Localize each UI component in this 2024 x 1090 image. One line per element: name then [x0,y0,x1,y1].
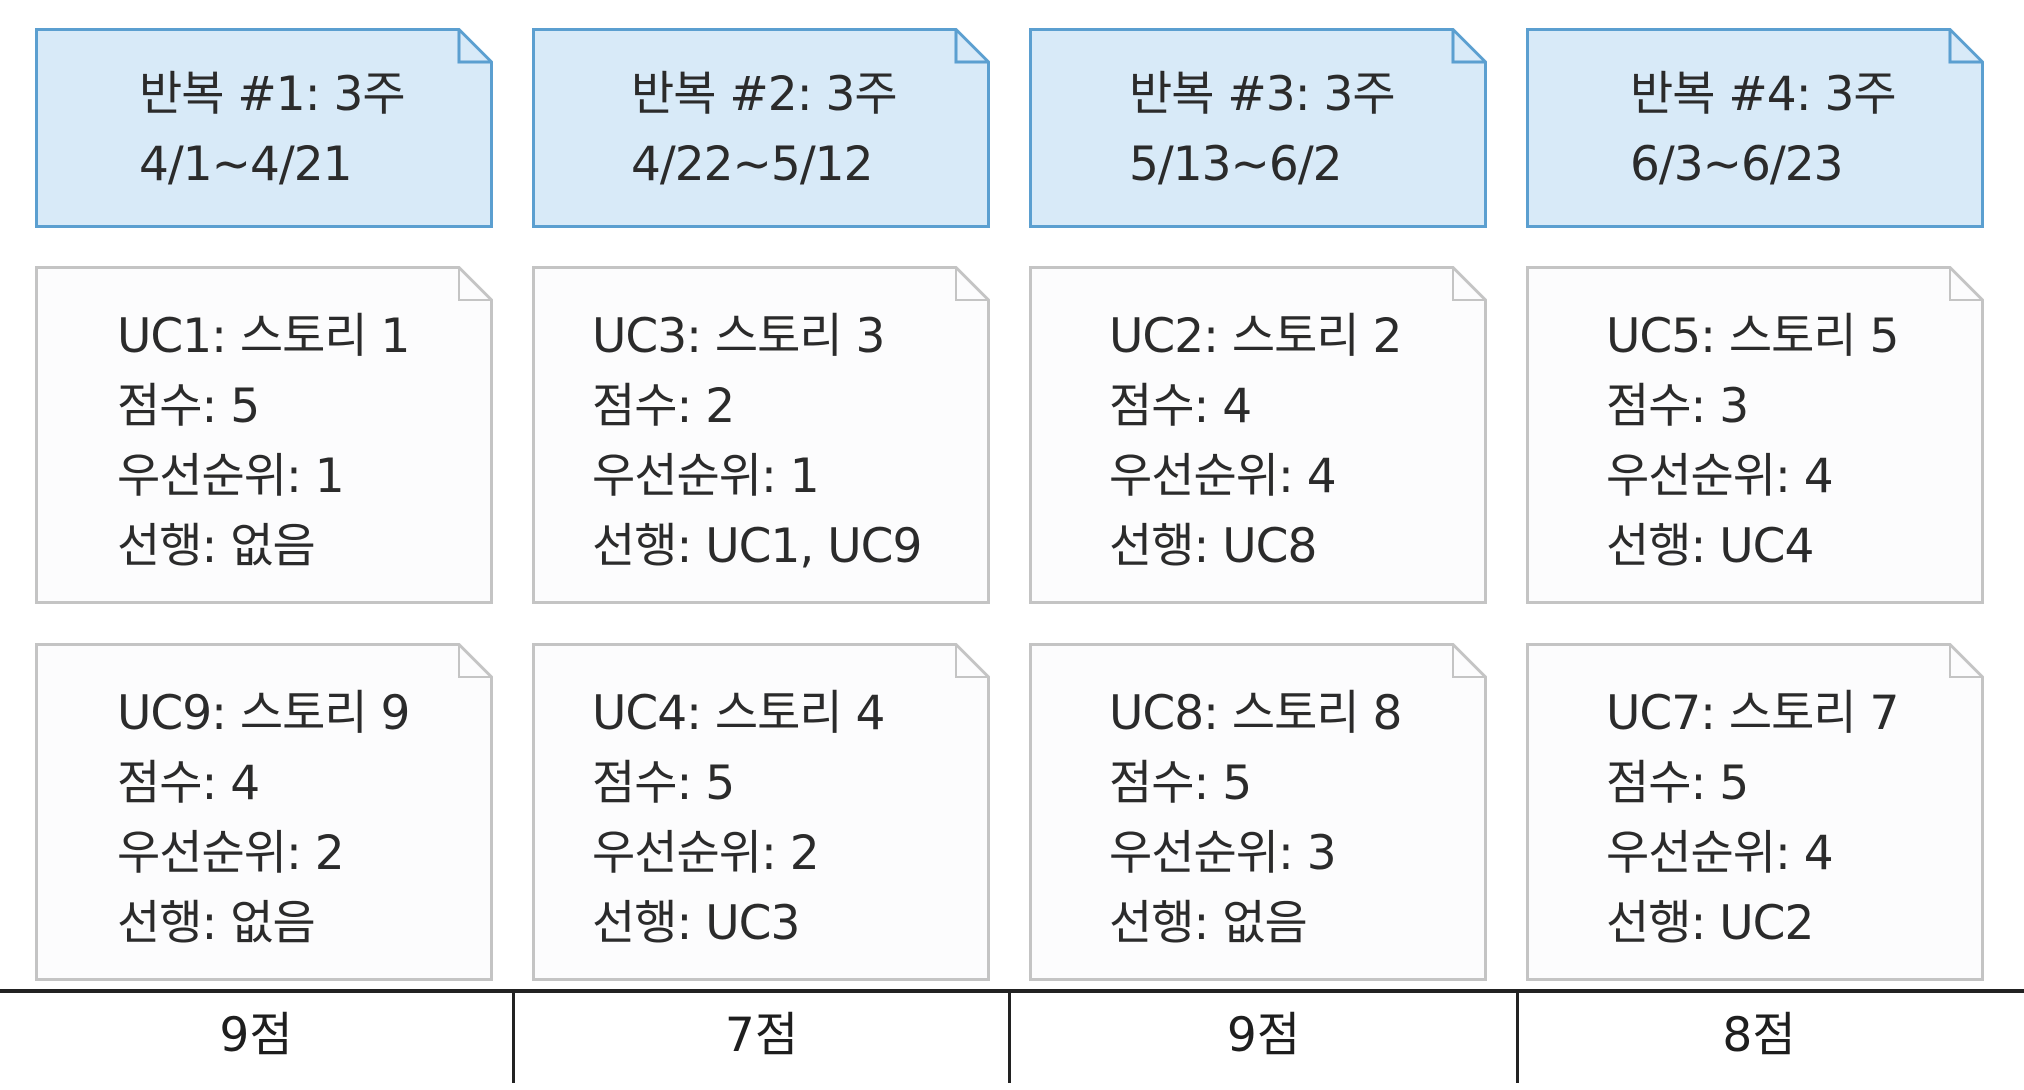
story-title: UC9: 스토리 9 [117,686,410,741]
story-predecessor: 선행: UC1, UC9 [592,519,922,574]
story-points: 점수: 5 [1109,756,1252,811]
iteration-dates: 4/22~5/12 [631,137,873,192]
story-priority: 우선순위: 1 [117,449,345,504]
story-priority: 우선순위: 4 [1606,826,1834,881]
iteration-title: 반복 #2: 3주 [631,67,898,122]
iteration-total-2: 7점 [724,1008,799,1063]
story-card: UC2: 스토리 2 점수: 4 우선순위: 4 선행: UC8 [1029,266,1487,604]
iteration-dates: 5/13~6/2 [1129,137,1343,192]
story-card-shape [1526,643,1984,981]
story-priority: 우선순위: 4 [1109,449,1337,504]
story-priority: 우선순위: 1 [592,449,820,504]
story-card-shape [532,643,990,981]
story-title: UC3: 스토리 3 [592,309,885,364]
iteration-title: 반복 #4: 3주 [1630,67,1897,122]
column-divider [1516,993,1519,1083]
story-title: UC2: 스토리 2 [1109,309,1402,364]
story-priority: 우선순위: 4 [1606,449,1834,504]
iteration-header-card: 반복 #1: 3주 4/1~4/21 [35,28,493,228]
story-card: UC4: 스토리 4 점수: 5 우선순위: 2 선행: UC3 [532,643,990,981]
story-title: UC7: 스토리 7 [1606,686,1899,741]
iteration-title: 반복 #1: 3주 [139,67,406,122]
story-predecessor: 선행: 없음 [117,519,316,574]
story-points: 점수: 5 [117,379,260,434]
story-card-shape [35,266,493,604]
iteration-header-card: 반복 #2: 3주 4/22~5/12 [532,28,990,228]
story-priority: 우선순위: 2 [592,826,820,881]
column-divider [1008,993,1011,1083]
story-card: UC3: 스토리 3 점수: 2 우선순위: 1 선행: UC1, UC9 [532,266,990,604]
iteration-header-card: 반복 #3: 3주 5/13~6/2 [1029,28,1487,228]
story-priority: 우선순위: 3 [1109,826,1337,881]
story-predecessor: 선행: UC3 [592,896,800,951]
story-predecessor: 선행: UC8 [1109,519,1317,574]
story-priority: 우선순위: 2 [117,826,345,881]
story-points: 점수: 5 [1606,756,1749,811]
story-card-shape [1029,266,1487,604]
iteration-total-3: 9점 [1226,1008,1301,1063]
iteration-totals-row: 9점 7점 9점 8점 [0,989,2024,1083]
story-card-shape [35,643,493,981]
header-card-shape [532,28,990,228]
story-card: UC1: 스토리 1 점수: 5 우선순위: 1 선행: 없음 [35,266,493,604]
story-predecessor: 선행: UC4 [1606,519,1814,574]
story-points: 점수: 3 [1606,379,1749,434]
story-card: UC9: 스토리 9 점수: 4 우선순위: 2 선행: 없음 [35,643,493,981]
story-title: UC5: 스토리 5 [1606,309,1899,364]
story-card-shape [1029,643,1487,981]
story-points: 점수: 2 [592,379,735,434]
story-title: UC1: 스토리 1 [117,309,410,364]
story-title: UC8: 스토리 8 [1109,686,1402,741]
iteration-total-1: 9점 [219,1008,293,1063]
header-card-shape [35,28,493,228]
story-points: 점수: 4 [117,756,260,811]
story-predecessor: 선행: 없음 [1109,896,1308,951]
iteration-title: 반복 #3: 3주 [1129,67,1396,122]
story-card-shape [532,266,990,604]
story-points: 점수: 5 [592,756,735,811]
story-card-shape [1526,266,1984,604]
story-card: UC5: 스토리 5 점수: 3 우선순위: 4 선행: UC4 [1526,266,1984,604]
iteration-total-4: 8점 [1722,1008,1796,1063]
story-title: UC4: 스토리 4 [592,686,885,741]
story-predecessor: 선행: UC2 [1606,896,1814,951]
story-points: 점수: 4 [1109,379,1252,434]
column-divider [512,993,515,1083]
iteration-dates: 6/3~6/23 [1630,137,1844,192]
story-card: UC8: 스토리 8 점수: 5 우선순위: 3 선행: 없음 [1029,643,1487,981]
iteration-header-card: 반복 #4: 3주 6/3~6/23 [1526,28,1984,228]
story-predecessor: 선행: 없음 [117,896,316,951]
iteration-dates: 4/1~4/21 [139,137,353,192]
header-card-shape [1029,28,1487,228]
header-card-shape [1526,28,1984,228]
story-card: UC7: 스토리 7 점수: 5 우선순위: 4 선행: UC2 [1526,643,1984,981]
